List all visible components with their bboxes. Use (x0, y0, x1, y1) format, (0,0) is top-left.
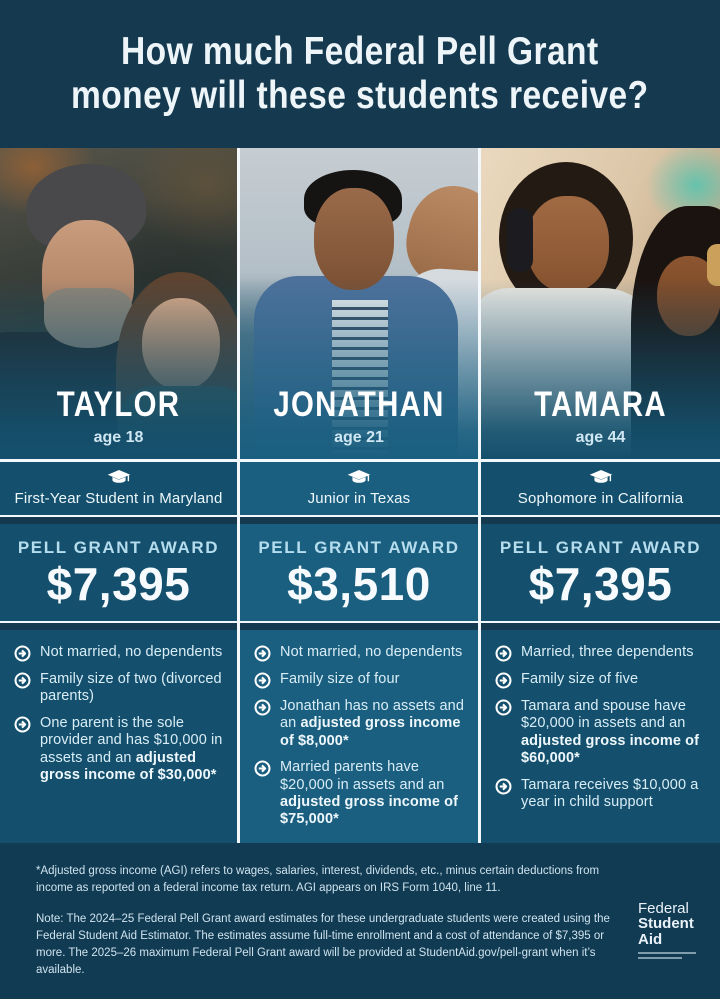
band-gap (0, 517, 720, 524)
arrow-circle-icon (14, 672, 31, 689)
detail-item: Not married, no dependents (254, 644, 466, 662)
photo-row: TAYLOR age 18 JONATHAN age 21 (0, 148, 720, 459)
detail-item: Married parents have $20,000 in assets a… (254, 759, 466, 829)
horizontal-divider (0, 621, 720, 623)
detail-item: Family size of two (divorced parents) (14, 671, 225, 706)
detail-text: Not married, no dependents (40, 644, 223, 660)
detail-list: Married, three dependents Family size of … (481, 630, 720, 811)
status-label: First-Year Student in Maryland (14, 490, 223, 507)
logo-subtext-bar (638, 951, 696, 954)
graduation-cap-icon (347, 470, 371, 483)
detail-item: Tamara receives $10,000 a year in child … (495, 777, 708, 812)
detail-text: Tamara receives $10,000 a year in child … (521, 776, 699, 810)
student-namebox: TAMARA age 44 (481, 387, 720, 447)
detail-item: Family size of five (495, 671, 708, 689)
detail-list: Not married, no dependents Family size of… (240, 630, 478, 829)
details-row: Not married, no dependents Family size of… (0, 630, 720, 843)
status-card: First-Year Student in Maryland (0, 462, 237, 515)
poster-title-line1: How much Federal Pell Grant (121, 29, 599, 73)
student-age: age 18 (93, 429, 144, 446)
footer: *Adjusted gross income (AGI) refers to w… (0, 843, 720, 999)
award-amount: $3,510 (287, 558, 431, 610)
logo-line-federal: Federal (638, 900, 689, 917)
student-photo-card-taylor: TAYLOR age 18 (0, 148, 237, 459)
arrow-circle-icon (254, 645, 271, 662)
detail-text: Family size of five (521, 671, 639, 687)
band-gap (0, 623, 720, 630)
details-card: Married, three dependents Family size of … (481, 630, 720, 843)
detail-item: Family size of four (254, 671, 466, 689)
student-name: JONATHAN (273, 385, 445, 424)
detail-item: Tamara and spouse have $20,000 in assets… (495, 698, 708, 768)
award-label: PELL GRANT AWARD (258, 538, 460, 557)
arrow-circle-icon (495, 778, 512, 795)
photo-overlay (0, 148, 237, 459)
students-comparison: TAYLOR age 18 JONATHAN age 21 (0, 148, 720, 843)
detail-text: Family size of two (divorced parents) (40, 671, 222, 705)
logo-line-aid: Aid (638, 930, 663, 948)
poster-title: How much Federal Pell Grant money will t… (71, 30, 649, 118)
column-divider (478, 148, 481, 843)
federal-student-aid-logo: Federal Student Aid (638, 901, 696, 959)
student-age: age 44 (575, 429, 626, 446)
detail-text: Not married, no dependents (280, 644, 463, 660)
detail-text: One parent is the sole provider and has … (40, 714, 223, 783)
poster-title-line2: money will these students receive? (71, 74, 649, 117)
horizontal-divider (0, 459, 720, 462)
photo-overlay (240, 148, 478, 459)
arrow-circle-icon (495, 645, 512, 662)
header: How much Federal Pell Grant money will t… (0, 0, 720, 148)
student-name: TAMARA (534, 385, 667, 424)
status-card: Junior in Texas (240, 462, 478, 515)
arrow-circle-icon (495, 699, 512, 716)
student-photo-card-tamara: TAMARA age 44 (481, 148, 720, 459)
logo-subtext-bar (638, 956, 682, 959)
arrow-circle-icon (14, 716, 31, 733)
status-row: First-Year Student in Maryland Junior in… (0, 462, 720, 515)
detail-text: Married parents have $20,000 in assets a… (280, 759, 459, 828)
detail-text: Jonathan has no assets and an adjusted g… (280, 698, 464, 749)
detail-text: Family size of four (280, 671, 400, 687)
student-namebox: TAYLOR age 18 (0, 387, 237, 447)
arrow-circle-icon (254, 672, 271, 689)
award-card: PELL GRANT AWARD $7,395 (0, 524, 237, 621)
detail-text: Tamara and spouse have $20,000 in assets… (521, 698, 700, 767)
award-card: PELL GRANT AWARD $3,510 (240, 524, 478, 621)
detail-list: Not married, no dependents Family size of… (0, 630, 237, 784)
detail-text: Married, three dependents (521, 644, 694, 660)
student-age: age 21 (334, 429, 384, 446)
status-card: Sophomore in California (481, 462, 720, 515)
arrow-circle-icon (254, 699, 271, 716)
detail-item: Not married, no dependents (14, 644, 225, 662)
logo-line-student: Student (638, 915, 694, 933)
graduation-cap-icon (107, 470, 130, 483)
student-namebox: JONATHAN age 21 (240, 387, 478, 447)
detail-item: Jonathan has no assets and an adjusted g… (254, 698, 466, 750)
arrow-circle-icon (254, 760, 271, 777)
student-name: TAYLOR (56, 385, 181, 424)
photo-overlay (481, 148, 720, 459)
detail-item: One parent is the sole provider and has … (14, 715, 225, 785)
status-label: Junior in Texas (307, 490, 411, 507)
detail-item: Married, three dependents (495, 644, 708, 662)
graduation-cap-icon (589, 470, 612, 483)
column-divider (237, 148, 240, 843)
award-row: PELL GRANT AWARD $7,395 PELL GRANT AWARD… (0, 524, 720, 621)
details-card: Not married, no dependents Family size of… (240, 630, 478, 843)
arrow-circle-icon (495, 672, 512, 689)
award-label: PELL GRANT AWARD (17, 538, 220, 557)
award-card: PELL GRANT AWARD $7,395 (481, 524, 720, 621)
estimate-note: Note: The 2024–25 Federal Pell Grant awa… (36, 912, 610, 977)
award-label: PELL GRANT AWARD (499, 538, 702, 557)
award-amount: $7,395 (528, 558, 673, 610)
horizontal-divider (0, 515, 720, 517)
status-label: Sophomore in California (517, 490, 684, 507)
agi-footnote: *Adjusted gross income (AGI) refers to w… (36, 865, 600, 895)
student-photo-card-jonathan: JONATHAN age 21 (240, 148, 478, 459)
details-card: Not married, no dependents Family size of… (0, 630, 237, 843)
arrow-circle-icon (14, 645, 31, 662)
award-amount: $7,395 (46, 558, 191, 610)
